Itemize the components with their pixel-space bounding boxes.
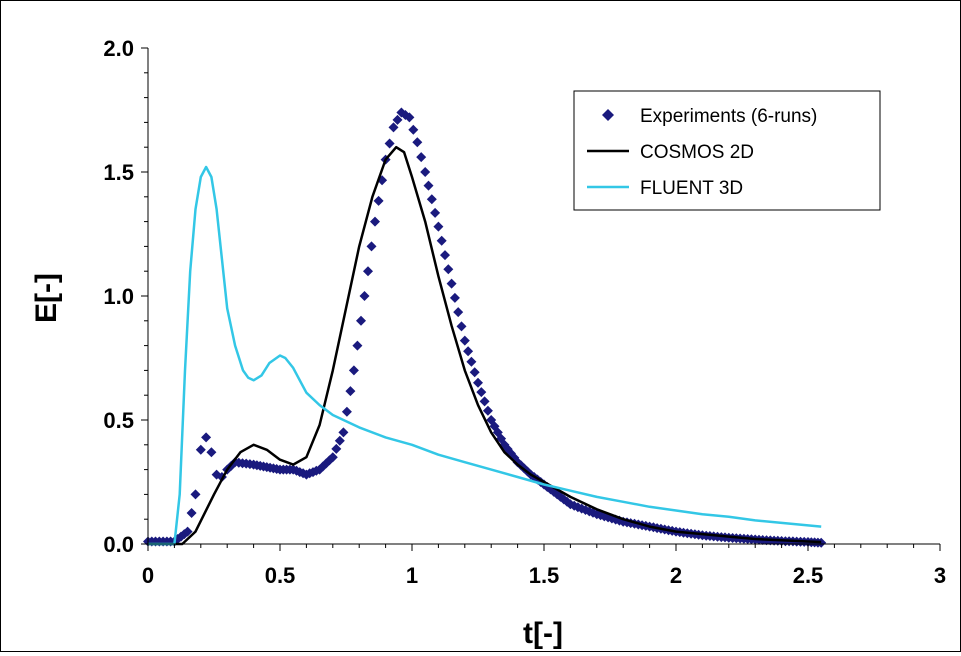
legend-label: FLUENT 3D xyxy=(640,178,743,199)
data-point xyxy=(440,250,450,261)
y-tick-label: 1.5 xyxy=(103,160,134,185)
data-point xyxy=(327,452,338,463)
legend-symbol xyxy=(602,109,614,121)
data-point xyxy=(430,207,441,218)
data-point xyxy=(423,180,434,191)
legend-marker xyxy=(602,109,614,121)
data-point xyxy=(331,443,342,454)
legend: Experiments (6-runs) COSMOS 2D FLUENT 3D xyxy=(573,90,881,211)
x-tick-label: 2.5 xyxy=(793,563,824,588)
data-point xyxy=(190,489,201,500)
data-point xyxy=(584,506,595,517)
y-tick-label: 0.5 xyxy=(103,408,134,433)
data-point xyxy=(356,315,366,326)
data-point xyxy=(388,122,399,133)
data-point xyxy=(466,356,477,367)
data-point xyxy=(416,152,427,163)
data-point xyxy=(816,537,827,548)
data-point xyxy=(404,112,415,123)
data-point xyxy=(426,194,437,205)
series-cosmos-2d xyxy=(148,145,822,546)
series-layer xyxy=(143,107,827,548)
data-point xyxy=(352,340,363,351)
data-point xyxy=(206,447,217,458)
data-point xyxy=(459,335,470,346)
data-point xyxy=(338,427,349,438)
y-axis-title: E[-] xyxy=(30,273,63,323)
data-point xyxy=(479,396,490,407)
data-point xyxy=(473,377,483,388)
data-point xyxy=(370,216,380,227)
x-tick-label: 3 xyxy=(934,563,946,588)
data-point xyxy=(195,444,206,455)
y-tick-label: 0.0 xyxy=(103,532,134,557)
data-point xyxy=(436,235,447,246)
data-point xyxy=(186,508,197,518)
x-tick-label: 0 xyxy=(142,563,154,588)
data-point xyxy=(476,387,487,398)
data-point xyxy=(420,167,431,177)
x-tick-label: 1 xyxy=(406,563,418,588)
data-point xyxy=(384,138,395,149)
x-tick-label: 2 xyxy=(670,563,682,588)
data-point xyxy=(408,124,419,135)
data-point xyxy=(366,241,377,252)
data-point xyxy=(201,432,212,443)
x-tick-label: 1.5 xyxy=(529,563,560,588)
y-tick-label: 2.0 xyxy=(103,36,134,61)
series-line xyxy=(148,165,822,546)
data-point xyxy=(182,526,193,537)
data-point xyxy=(453,307,464,318)
x-axis-title: t[-] xyxy=(523,617,563,650)
data-point xyxy=(412,137,423,148)
data-point xyxy=(469,367,480,378)
data-point xyxy=(359,291,370,301)
data-point xyxy=(456,321,467,332)
data-point xyxy=(443,264,454,275)
series-fluent-3d xyxy=(148,165,822,546)
data-point xyxy=(446,278,457,289)
data-point xyxy=(463,346,474,357)
legend-label: Experiments (6-runs) xyxy=(640,106,817,127)
data-point xyxy=(392,114,403,125)
data-point xyxy=(482,405,493,416)
data-point xyxy=(334,435,345,446)
series-line xyxy=(148,145,822,546)
data-point xyxy=(341,406,352,417)
x-tick-label: 0.5 xyxy=(265,563,296,588)
data-point xyxy=(363,266,373,277)
data-point xyxy=(449,292,460,303)
legend-label: COSMOS 2D xyxy=(640,142,754,163)
y-tick-label: 1.0 xyxy=(103,284,134,309)
data-point xyxy=(345,386,356,397)
data-point xyxy=(348,365,359,376)
axes-layer: 0.0 0.5 1.0 1.5 2.0 0 0.5 1 1.5 2 2.5 3 xyxy=(103,36,946,588)
data-point xyxy=(373,195,384,206)
data-point xyxy=(433,221,444,232)
